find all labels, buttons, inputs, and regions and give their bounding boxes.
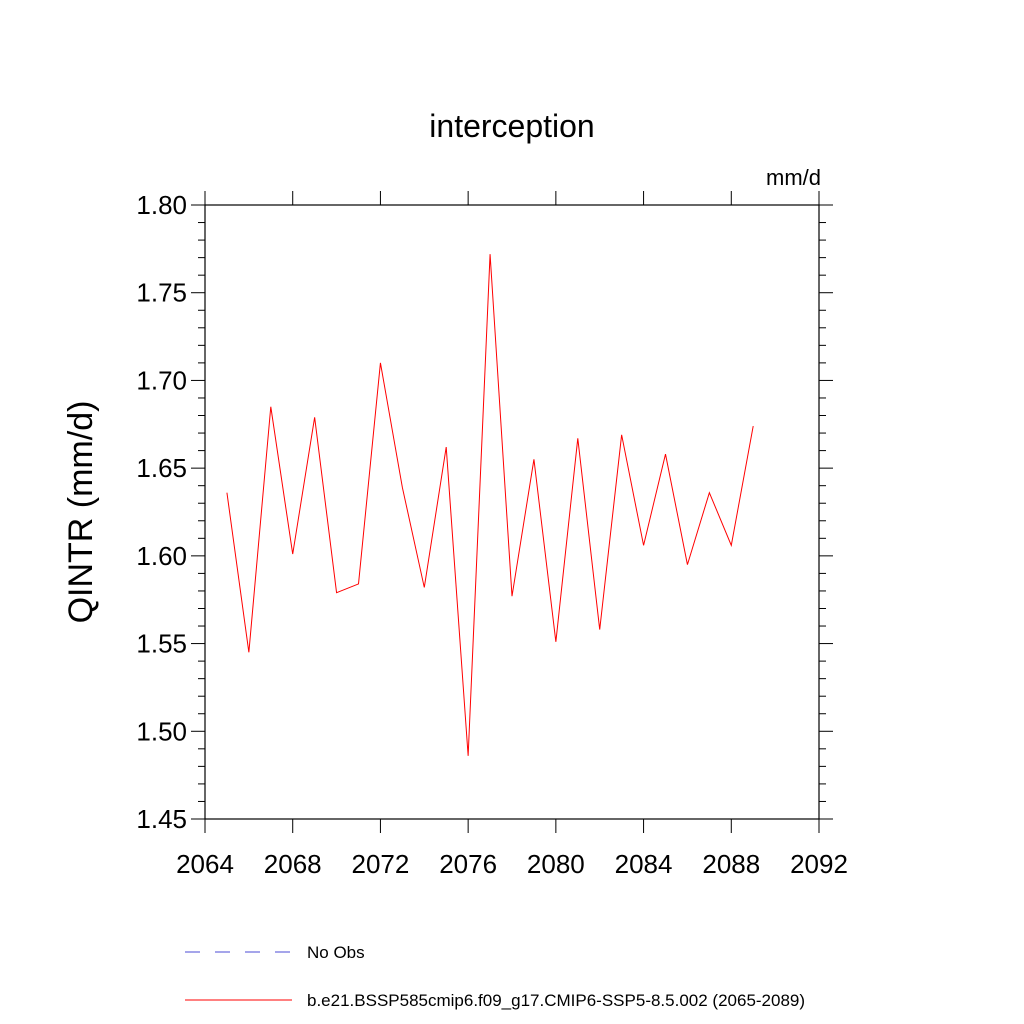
x-tick-label: 2072 bbox=[352, 849, 410, 879]
y-tick-label: 1.45 bbox=[136, 804, 187, 834]
x-tick-label: 2064 bbox=[176, 849, 234, 879]
legend: No Obs b.e21.BSSP585cmip6.f09_g17.CMIP6-S… bbox=[185, 943, 805, 1010]
x-tick-label: 2088 bbox=[702, 849, 760, 879]
y-tick-label: 1.55 bbox=[136, 629, 187, 659]
y-tick-label: 1.50 bbox=[136, 716, 187, 746]
x-tick-label: 2076 bbox=[439, 849, 497, 879]
y-tick-label: 1.65 bbox=[136, 453, 187, 483]
x-tick-label: 2092 bbox=[790, 849, 848, 879]
y-tick-label: 1.60 bbox=[136, 541, 187, 571]
series-group bbox=[226, 254, 754, 756]
plot-frame bbox=[204, 204, 820, 820]
y-axis-label: QINTR (mm/d) bbox=[62, 401, 100, 624]
y-tick-label: 1.70 bbox=[136, 365, 187, 395]
chart-title: interception bbox=[429, 108, 594, 144]
x-tick-label: 2080 bbox=[527, 849, 585, 879]
axis-ticks bbox=[191, 191, 833, 833]
y-tick-label: 1.80 bbox=[136, 190, 187, 220]
x-tick-label: 2068 bbox=[264, 849, 322, 879]
y-tick-label: 1.75 bbox=[136, 278, 187, 308]
x-tick-label: 2084 bbox=[615, 849, 673, 879]
y-tick-labels: 1.45 1.50 1.55 1.60 1.65 1.70 1.75 1.80 bbox=[136, 190, 187, 834]
legend-entry-label: b.e21.BSSP585cmip6.f09_g17.CMIP6-SSP5-8.… bbox=[307, 991, 805, 1010]
x-tick-labels: 2064 2068 2072 2076 2080 2084 2088 2092 bbox=[176, 849, 848, 879]
series-line bbox=[226, 254, 754, 756]
units-label: mm/d bbox=[766, 165, 821, 190]
legend-entry-label: No Obs bbox=[307, 943, 365, 962]
